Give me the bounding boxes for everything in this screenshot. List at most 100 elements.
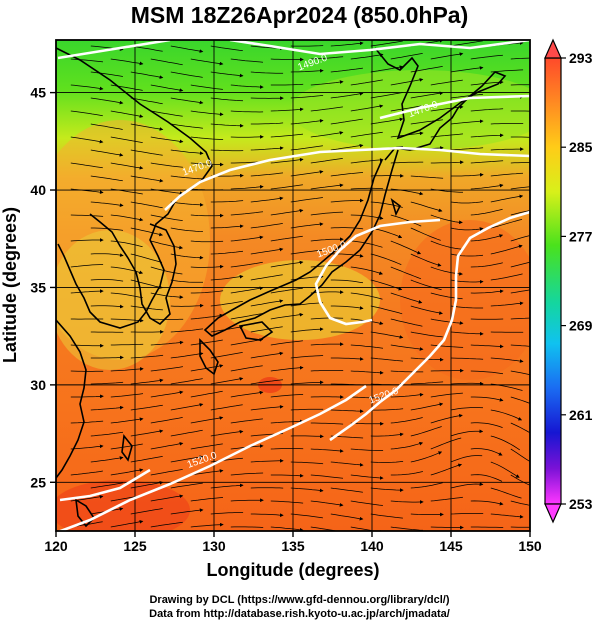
streamline (330, 513, 364, 521)
streamline (390, 370, 424, 373)
streamline (110, 393, 144, 398)
streamline (330, 91, 364, 99)
streamline (130, 71, 164, 79)
streamline (370, 513, 403, 519)
streamline (390, 471, 423, 476)
streamline (430, 437, 462, 450)
streamline (390, 214, 422, 227)
streamline (490, 123, 524, 125)
streamline (310, 370, 344, 372)
streamline (390, 441, 424, 450)
streamline (390, 78, 424, 86)
streamline (130, 45, 163, 52)
streamline (430, 240, 463, 250)
streamline (310, 342, 344, 346)
streamline (270, 57, 304, 62)
streamline (430, 318, 464, 325)
streamline (210, 352, 243, 359)
streamline (90, 405, 124, 411)
streamline (150, 494, 184, 502)
streamline (190, 416, 224, 424)
streamline (230, 498, 264, 503)
streamline (350, 421, 384, 426)
streamline (510, 186, 530, 190)
streamline (490, 487, 522, 499)
streamline (390, 417, 423, 424)
streamline (290, 170, 324, 177)
streamline (310, 106, 343, 112)
streamline (470, 262, 503, 268)
streamline (130, 279, 163, 289)
streamline (90, 253, 124, 257)
streamline (350, 240, 383, 248)
streamline (230, 472, 264, 476)
streamline (330, 305, 364, 310)
streamline (170, 482, 203, 489)
streamline (430, 133, 464, 138)
x-axis-ticks: 120 125 130 135 140 145 150 (44, 531, 542, 554)
streamline (110, 240, 143, 248)
streamline (430, 79, 463, 86)
streamline (130, 480, 164, 489)
streamline (310, 131, 344, 138)
streamline (110, 468, 144, 476)
streamline (510, 235, 530, 242)
streamline (150, 521, 183, 528)
streamline (190, 110, 224, 117)
streamline (130, 429, 164, 437)
streamline (210, 512, 244, 515)
streamline (90, 381, 124, 385)
streamline (450, 201, 484, 204)
chart-title: MSM 18Z26Apr2024 (850.0hPa) (130, 2, 469, 28)
streamline (130, 508, 163, 515)
streamline (510, 422, 530, 434)
streamline (270, 287, 303, 294)
streamline (490, 435, 521, 451)
streamline (470, 526, 504, 528)
streamline (90, 71, 123, 77)
streamline (410, 175, 444, 179)
streamline (70, 162, 103, 169)
streamline (410, 402, 444, 411)
streamline (410, 381, 444, 385)
streamline (110, 292, 143, 299)
streamline (290, 487, 324, 493)
streamline (310, 290, 344, 294)
streamline (370, 408, 404, 411)
streamline (230, 184, 264, 190)
streamline (490, 301, 524, 307)
streamline (490, 219, 523, 229)
streamline (450, 331, 484, 336)
streamline (330, 461, 364, 467)
streamline (470, 396, 504, 402)
streamline (430, 52, 464, 60)
streamline (110, 136, 143, 143)
streamline (210, 457, 243, 463)
streamline (170, 175, 204, 180)
streamline (390, 526, 424, 531)
streamline (150, 240, 184, 250)
streamline (230, 58, 264, 63)
streamline (350, 266, 383, 275)
streamline (270, 500, 304, 504)
streamline (190, 58, 224, 66)
streamline (290, 302, 324, 307)
y-tick-label: 25 (30, 474, 46, 490)
streamline (90, 304, 124, 309)
streamline (310, 183, 344, 190)
streamline (90, 97, 124, 105)
streamline (310, 422, 344, 425)
x-tick-label: 135 (281, 538, 305, 554)
streamline (90, 201, 124, 208)
streamline (90, 355, 124, 360)
streamline (350, 214, 384, 220)
streamline (470, 370, 504, 375)
streamline (310, 526, 340, 531)
streamline (130, 404, 163, 411)
streamline (370, 92, 403, 99)
streamline (70, 110, 103, 117)
streamline (450, 305, 484, 309)
streamline (350, 292, 383, 300)
streamline (290, 68, 324, 73)
streamline (410, 279, 442, 291)
